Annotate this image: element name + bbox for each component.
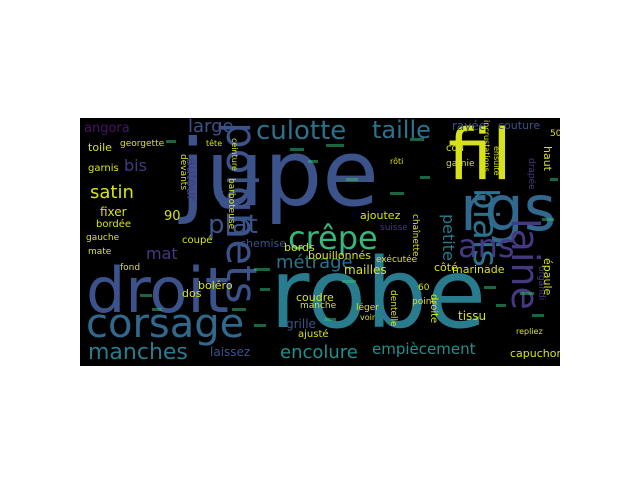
word-tete: tête: [206, 139, 223, 148]
word-taille: taille: [372, 118, 431, 144]
word-chemise: chemise: [240, 237, 287, 250]
word-manche: manche: [300, 301, 337, 311]
word-executee: exécutée: [376, 255, 418, 265]
word-grille: grille: [286, 317, 316, 331]
word-suisse: suisse: [380, 223, 408, 233]
word-garnis: garnis: [88, 163, 119, 174]
word-robe: robe: [270, 238, 487, 350]
word-bolero: boléro: [198, 279, 233, 292]
word-fixer: fixer: [100, 205, 127, 219]
word-jupe: jupe: [180, 120, 379, 227]
word-corsage: corsage: [86, 301, 245, 347]
word-biais: biais: [465, 188, 505, 268]
word-drapee: drapée: [526, 158, 536, 190]
word-droite: droite: [428, 294, 439, 324]
word-crepe: crêpe: [288, 219, 378, 257]
word-plat: plat: [208, 210, 258, 240]
word-georgette: georgette: [120, 139, 165, 149]
word-cote: côté: [434, 261, 458, 274]
word-leger: léger: [356, 303, 379, 313]
word-empiecement: empiècement: [372, 340, 476, 358]
word-repliez: repliez: [516, 327, 543, 336]
word-fil: fil: [448, 118, 512, 196]
word-autour: autour: [183, 158, 198, 201]
word-rgs: rgs: [460, 172, 557, 245]
word-capuchon: capuchon: [510, 347, 560, 360]
word-ans: ans: [458, 227, 515, 265]
word-ajoutez: ajoutez: [360, 209, 401, 222]
word-ceinture: ceinture: [230, 138, 239, 171]
word-couture: couture: [498, 119, 541, 132]
word-encolure: encolure: [280, 342, 358, 363]
word-bouillonnes: bouillonnés: [308, 249, 372, 262]
word-poignets: poignets: [217, 122, 266, 304]
word-roti: rôti: [390, 157, 404, 166]
word-mat: mat: [146, 244, 178, 263]
word-coupe: coupé: [182, 235, 213, 246]
word-garnie: garnie: [446, 159, 475, 169]
word-dos: dos: [182, 287, 202, 300]
word-bordee: bordée: [96, 219, 132, 230]
word-dentelle: dentelle: [388, 290, 398, 327]
word-devants: devants: [178, 154, 188, 191]
word-incrustations: incrustations: [482, 120, 491, 172]
word-haut: haut: [541, 146, 554, 171]
word-satin: satin: [90, 182, 134, 203]
word-toile: toile: [88, 141, 112, 154]
word-rayee: rayée: [452, 119, 487, 133]
word-metrage: métrage: [276, 252, 353, 273]
word-voir: voir: [360, 313, 376, 322]
word-angora: angora: [84, 121, 130, 136]
word-50: 50: [550, 129, 560, 139]
word-mailles: mailles: [344, 263, 387, 277]
word-60: 60: [418, 283, 430, 293]
word-cou: cou: [446, 143, 464, 154]
word-large: large: [188, 118, 234, 137]
word-chainette: chaînette: [410, 214, 420, 257]
word-barboteuse: barboteuse: [226, 178, 236, 230]
word-ajuste: ajusté: [298, 329, 329, 340]
word-tissu: tissu: [458, 309, 487, 323]
word-petite: petite: [439, 214, 458, 261]
word-coudre: coudre: [296, 291, 334, 304]
word-droit: droit: [86, 254, 229, 327]
word-culotte: culotte: [256, 118, 347, 146]
word-90: 90: [164, 209, 181, 224]
word-epaule: épaule: [541, 258, 554, 296]
word-cloud: jupe robe droit fil rgs corsage poignets…: [80, 118, 560, 366]
word-organdi: organdi: [536, 266, 546, 301]
word-ensuite: ensuite: [492, 146, 501, 176]
word-manches: manches: [88, 340, 188, 365]
word-bords: bords: [284, 241, 315, 254]
word-bis: bis: [124, 156, 147, 175]
word-fond: fond: [120, 263, 141, 273]
word-point: point: [412, 297, 435, 307]
word-marinade: marinade: [452, 263, 505, 276]
word-laissez: laissez: [210, 345, 251, 359]
word-mate: mate: [88, 247, 112, 257]
word-gauche: gauche: [86, 233, 120, 243]
